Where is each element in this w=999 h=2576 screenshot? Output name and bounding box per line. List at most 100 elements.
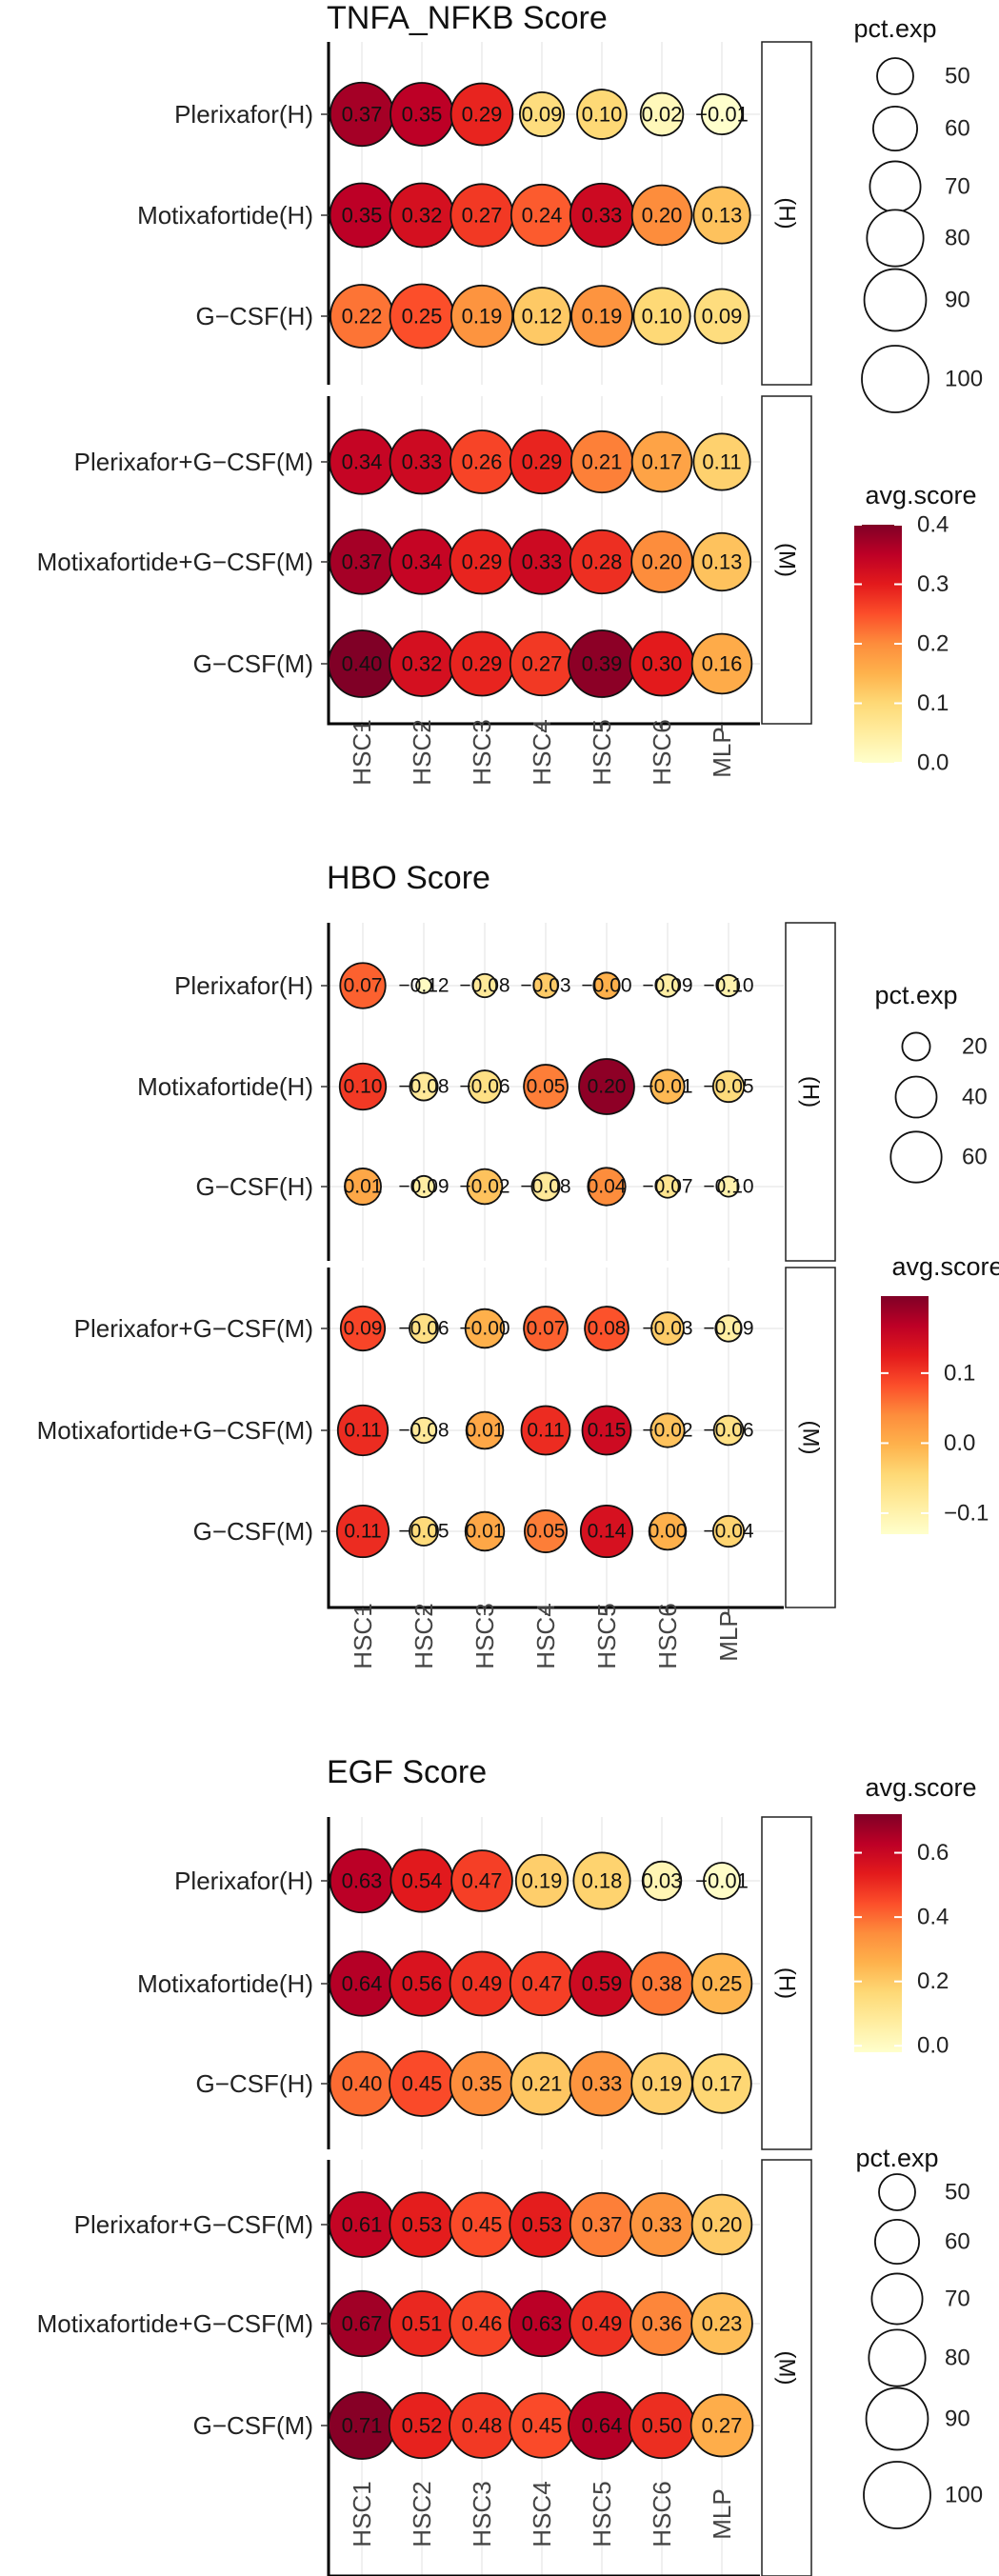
dot-value-label: 0.11 — [702, 450, 741, 474]
dot-hsc1 — [339, 962, 387, 1009]
chart-panel-2: HBO Score(H)Plerixafor(H) 0.07 −0.12 −0.08−… — [37, 860, 999, 1669]
facet-h: (H) Plerixafor(H) 0.07 −0.12 −0.08 −0.03 −0.00… — [137, 922, 836, 1262]
size-legend-key — [876, 57, 914, 95]
color-legend-label: 0.6 — [917, 1840, 949, 1866]
dot-mlp — [690, 1952, 753, 2015]
dot-value-label: 0.33 — [582, 204, 623, 228]
dot-hsc6 — [649, 1068, 686, 1105]
dot-value-label: −0.01 — [695, 1869, 749, 1893]
dot-value-label: 0.67 — [342, 2312, 383, 2336]
dot-value-label: 0.33 — [522, 550, 563, 574]
dot-value-label: 0.12 — [522, 305, 563, 329]
row-label: Motixafortide+G−CSF(M) — [37, 1416, 313, 1445]
dot-mlp — [690, 2193, 753, 2256]
size-legend-key — [889, 1130, 943, 1184]
row-label: Plerixafor(H) — [174, 1867, 313, 1895]
x-tick-label: HSC5 — [588, 719, 616, 785]
x-tick-label: HSC3 — [468, 719, 496, 785]
facet-m: (M) Plerixafor+G−CSF(M) 0.34 0.33 0.26 0.29 0.… — [37, 395, 812, 726]
dot-mlp — [712, 1414, 745, 1447]
x-tick-label: HSC5 — [592, 1603, 621, 1668]
dot-value-label: 0.19 — [582, 305, 623, 329]
dot-value-label: 0.47 — [522, 1972, 563, 1996]
dot-value-label: 0.52 — [402, 2414, 443, 2438]
size-legend-key — [868, 2328, 927, 2387]
dot-value-label: 0.50 — [642, 2414, 683, 2438]
dot-mlp — [716, 973, 741, 998]
facet-m: (M) Plerixafor+G−CSF(M) 0.09 −0.06 −0.00 0.07… — [37, 1267, 836, 1609]
dot-hsc4 — [523, 1064, 569, 1109]
row-label: G−CSF(H) — [196, 1172, 314, 1201]
dot-value-label: 0.01 — [344, 1176, 383, 1198]
dot-value-label: 0.59 — [582, 1972, 623, 1996]
color-legend-title: avg.score — [891, 1252, 999, 1281]
facet-h: (H) Plerixafor(H) 0.63 0.54 0.47 0.19 0.18 0.03… — [137, 1816, 812, 2150]
dot-hsc5 — [579, 1504, 634, 1559]
x-tick-label: HSC1 — [348, 2481, 376, 2546]
dot-value-label: 0.11 — [527, 1420, 564, 1442]
color-legend-title: avg.score — [865, 481, 976, 509]
dot-value-label: −0.05 — [703, 1076, 753, 1098]
dot-hsc5 — [572, 1851, 631, 1910]
size-legend-label: 50 — [945, 64, 970, 90]
color-legend-label: 0.2 — [917, 631, 949, 657]
dot-mlp — [691, 531, 752, 592]
color-legend-label: 0.3 — [917, 571, 949, 597]
dot-value-label: 0.45 — [402, 2072, 443, 2096]
color-legend-label: 0.4 — [917, 1905, 949, 1930]
dot-hsc2 — [409, 1516, 439, 1547]
dot-value-label: 0.51 — [402, 2312, 443, 2336]
dot-value-label: 0.13 — [702, 550, 743, 574]
dot-value-label: 0.33 — [582, 2072, 623, 2096]
dot-mlp — [689, 2393, 754, 2458]
dot-hsc5 — [578, 1058, 635, 1115]
facet-strip-label: (H) — [774, 1967, 800, 1999]
x-tick-label: MLP — [714, 1610, 743, 1661]
dot-value-label: 0.46 — [462, 2312, 503, 2336]
dot-mlp — [703, 1862, 741, 1900]
dot-value-label: 0.29 — [462, 652, 503, 676]
dot-value-label: 0.11 — [344, 1420, 381, 1442]
size-legend-title: pct.exp — [874, 981, 957, 1009]
dot-value-label: 0.24 — [522, 204, 563, 228]
dot-hsc6 — [632, 287, 691, 346]
dot-hsc6 — [648, 1511, 688, 1551]
dot-hsc4 — [512, 287, 571, 346]
size-legend-key — [871, 105, 919, 152]
size-legend-key — [866, 209, 925, 268]
dot-value-label: 0.09 — [522, 103, 563, 127]
dot-value-label: 0.09 — [344, 1318, 383, 1340]
dot-hsc3 — [450, 1849, 513, 1912]
dot-hsc3 — [466, 1168, 504, 1206]
dot-value-label: 0.26 — [462, 450, 503, 474]
dot-hsc6 — [639, 91, 685, 137]
dot-value-label: −0.10 — [703, 975, 753, 997]
facet-strip-label: (M) — [774, 2351, 800, 2386]
dot-hsc5 — [581, 1405, 632, 1456]
facet-strip-label: (H) — [798, 1076, 824, 1108]
facet-strip — [761, 1816, 812, 2150]
dot-mlp — [700, 92, 744, 136]
facet-strip — [785, 922, 836, 1262]
dot-hsc2 — [415, 977, 432, 994]
size-legend-key — [894, 1075, 938, 1119]
dot-value-label: −0.02 — [459, 1176, 509, 1198]
color-legend-title: avg.score — [865, 1773, 976, 1802]
dot-mlp — [692, 186, 751, 245]
dot-value-label: 0.40 — [342, 652, 383, 676]
dot-hsc6 — [630, 430, 693, 493]
dot-value-label: 0.15 — [588, 1420, 627, 1442]
row-label: G−CSF(H) — [196, 2069, 314, 2098]
dot-value-label: −0.08 — [459, 975, 509, 997]
dot-value-label: 0.35 — [342, 204, 383, 228]
dot-hsc2 — [411, 1174, 436, 1199]
dot-value-label: 0.45 — [522, 2414, 563, 2438]
dot-value-label: 0.63 — [522, 2312, 563, 2336]
row-label: G−CSF(H) — [196, 302, 314, 330]
row-label: Motixafortide+G−CSF(M) — [37, 2309, 313, 2338]
color-legend-label: 0.1 — [917, 690, 949, 716]
dot-hsc4 — [518, 90, 566, 138]
dot-value-label: −0.01 — [642, 1076, 692, 1098]
dot-value-label: 0.14 — [588, 1521, 627, 1543]
